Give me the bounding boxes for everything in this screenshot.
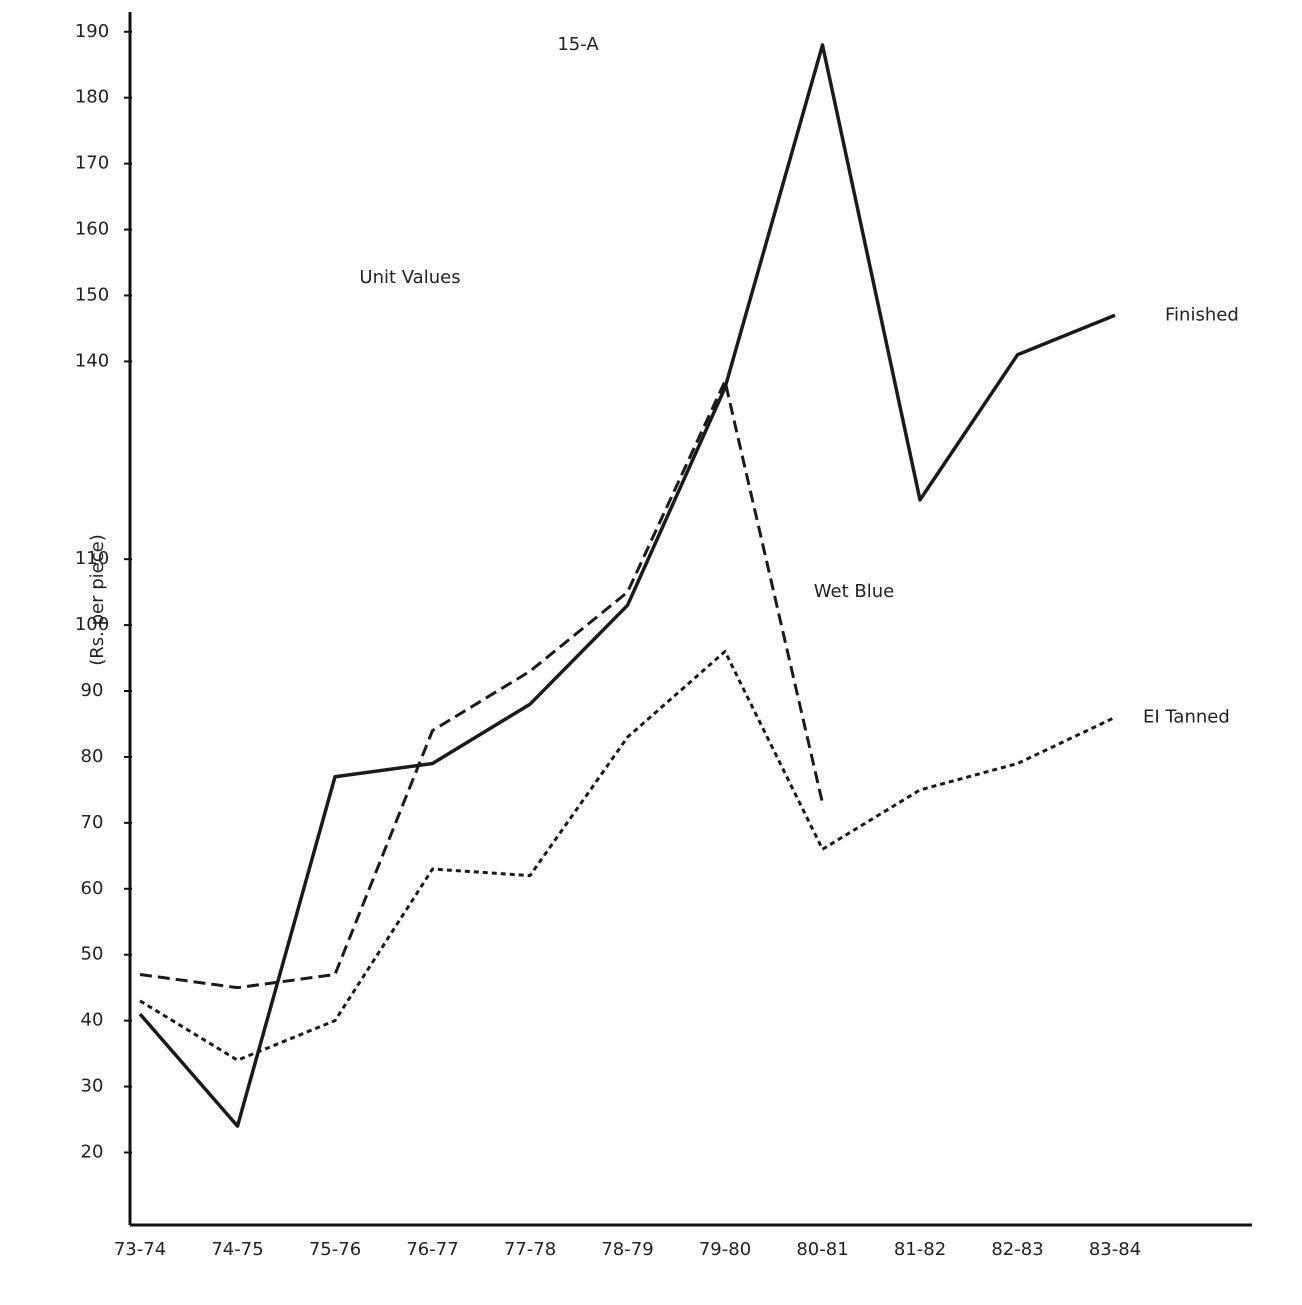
x-tick-label: 78-79 — [601, 1239, 653, 1260]
y-tick-label: 40 — [81, 1010, 104, 1031]
y-tick-label: 190 — [75, 21, 109, 42]
y-axis-label: (Rs. per piece) — [87, 534, 108, 665]
x-tick-label: 82-83 — [991, 1239, 1043, 1260]
x-tick-label: 76-77 — [406, 1239, 458, 1260]
series-label: EI Tanned — [1143, 706, 1230, 727]
x-tick-label: 81-82 — [894, 1239, 946, 1260]
y-tick-label: 70 — [81, 812, 104, 833]
y-tick-label: 180 — [75, 87, 109, 108]
y-tick-label: 110 — [75, 548, 109, 569]
y-tick-label: 160 — [75, 219, 109, 240]
y-tick-label: 150 — [75, 284, 109, 305]
y-tick-label: 50 — [81, 944, 104, 965]
y-tick-label: 140 — [75, 350, 109, 371]
x-tick-label: 74-75 — [211, 1239, 263, 1260]
y-tick-label: 90 — [81, 680, 104, 701]
chart-title: 15-A — [557, 34, 599, 55]
y-tick-label: 170 — [75, 153, 109, 174]
x-tick-label: 73-74 — [114, 1239, 166, 1260]
x-tick-label: 75-76 — [309, 1239, 361, 1260]
series-line — [139, 649, 1116, 1062]
x-tick-label: 79-80 — [699, 1239, 751, 1260]
y-tick-label: 30 — [81, 1076, 104, 1097]
y-tick-label: 80 — [81, 746, 104, 767]
x-tick-label: 80-81 — [796, 1239, 848, 1260]
series-label: Wet Blue — [814, 581, 894, 602]
series-line — [139, 379, 824, 990]
y-tick-label: 100 — [75, 614, 109, 635]
x-tick-label: 83-84 — [1089, 1239, 1141, 1260]
y-tick-label: 60 — [81, 878, 104, 899]
y-tick-label: 20 — [81, 1141, 104, 1162]
series-label: Finished — [1165, 304, 1239, 325]
chart-subtitle: Unit Values — [359, 267, 460, 288]
x-tick-label: 77-78 — [504, 1239, 556, 1260]
series-line — [138, 43, 1116, 1128]
